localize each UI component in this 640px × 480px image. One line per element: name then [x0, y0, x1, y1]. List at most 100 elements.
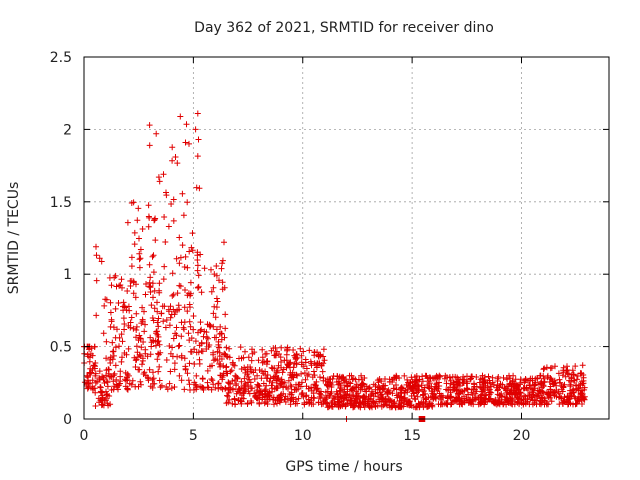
data-point [176, 282, 183, 289]
data-point [146, 261, 153, 268]
data-point [89, 377, 96, 384]
data-point [559, 372, 566, 379]
data-point [497, 392, 504, 399]
data-point [93, 243, 99, 250]
data-point [232, 401, 238, 408]
data-point [528, 385, 535, 392]
data-point [145, 223, 152, 230]
data-point [537, 388, 544, 395]
data-point [311, 372, 318, 379]
data-point [510, 389, 517, 396]
data-point [340, 395, 347, 402]
data-point [97, 383, 104, 390]
data-point [136, 332, 143, 339]
data-point [127, 319, 134, 326]
data-point [132, 294, 139, 301]
data-point [263, 350, 270, 357]
data-point [86, 358, 93, 365]
data-point [433, 375, 440, 382]
data-point [387, 389, 393, 396]
data-point [122, 369, 129, 376]
data-point [380, 402, 387, 409]
data-point [253, 389, 260, 396]
data-point [530, 389, 537, 396]
data-point [479, 398, 486, 405]
data-point [468, 389, 475, 396]
data-point [348, 386, 355, 393]
data-point [297, 345, 304, 352]
data-point [160, 276, 167, 283]
data-point [287, 382, 294, 389]
y-tick-label: 1.5 [50, 195, 72, 211]
data-point [449, 399, 456, 406]
data-point [203, 334, 210, 341]
data-point [195, 283, 202, 290]
y-tick-label: 0 [63, 412, 72, 428]
data-point [315, 399, 322, 406]
data-point [116, 380, 123, 387]
data-point [459, 395, 466, 402]
data-point [382, 398, 389, 405]
data-point [453, 379, 460, 386]
data-point [278, 391, 285, 398]
data-point [211, 334, 218, 341]
data-point [93, 312, 100, 319]
data-point [470, 401, 477, 408]
data-point [255, 357, 262, 364]
data-point [264, 401, 271, 407]
data-point [293, 361, 300, 368]
data-point [515, 398, 522, 405]
data-point [419, 378, 426, 385]
data-point [294, 400, 301, 407]
data-point [368, 388, 375, 395]
data-point [445, 393, 452, 400]
data-point [490, 381, 497, 388]
data-point [160, 171, 167, 178]
data-point [156, 363, 163, 370]
data-point [268, 382, 275, 389]
data-point [366, 404, 373, 411]
data-point [173, 324, 180, 331]
data-point [96, 255, 103, 262]
x-tick-label: 5 [189, 428, 198, 444]
data-point [317, 395, 324, 402]
data-point [261, 400, 268, 407]
data-point [156, 377, 163, 384]
data-point [522, 377, 529, 384]
data-point [572, 363, 579, 370]
data-point [216, 353, 223, 360]
data-point [425, 378, 432, 385]
data-point [241, 375, 248, 382]
data-point [234, 375, 241, 382]
data-point [171, 384, 178, 390]
data-point [92, 360, 99, 366]
data-point [278, 380, 285, 387]
data-point [218, 384, 225, 391]
data-point [139, 226, 146, 232]
data-point [545, 401, 552, 408]
data-point [208, 266, 214, 273]
data-point [374, 389, 381, 396]
data-point [214, 298, 221, 305]
data-point [96, 368, 103, 375]
data-point [212, 356, 219, 362]
data-point [151, 380, 158, 387]
data-point [151, 217, 158, 224]
data-point [185, 377, 192, 384]
data-point [87, 350, 94, 357]
data-point [148, 339, 155, 346]
data-point [580, 380, 587, 387]
data-point [364, 400, 371, 407]
grid-lines [84, 57, 609, 419]
data-point [255, 382, 262, 389]
data-point [306, 347, 313, 354]
data-point [248, 398, 254, 404]
data-point [187, 323, 194, 330]
data-point [320, 346, 327, 353]
data-point [311, 384, 317, 391]
data-point [266, 393, 273, 400]
data-point [385, 396, 392, 403]
data-point [93, 252, 100, 259]
data-point [154, 338, 161, 345]
data-points [81, 110, 588, 422]
